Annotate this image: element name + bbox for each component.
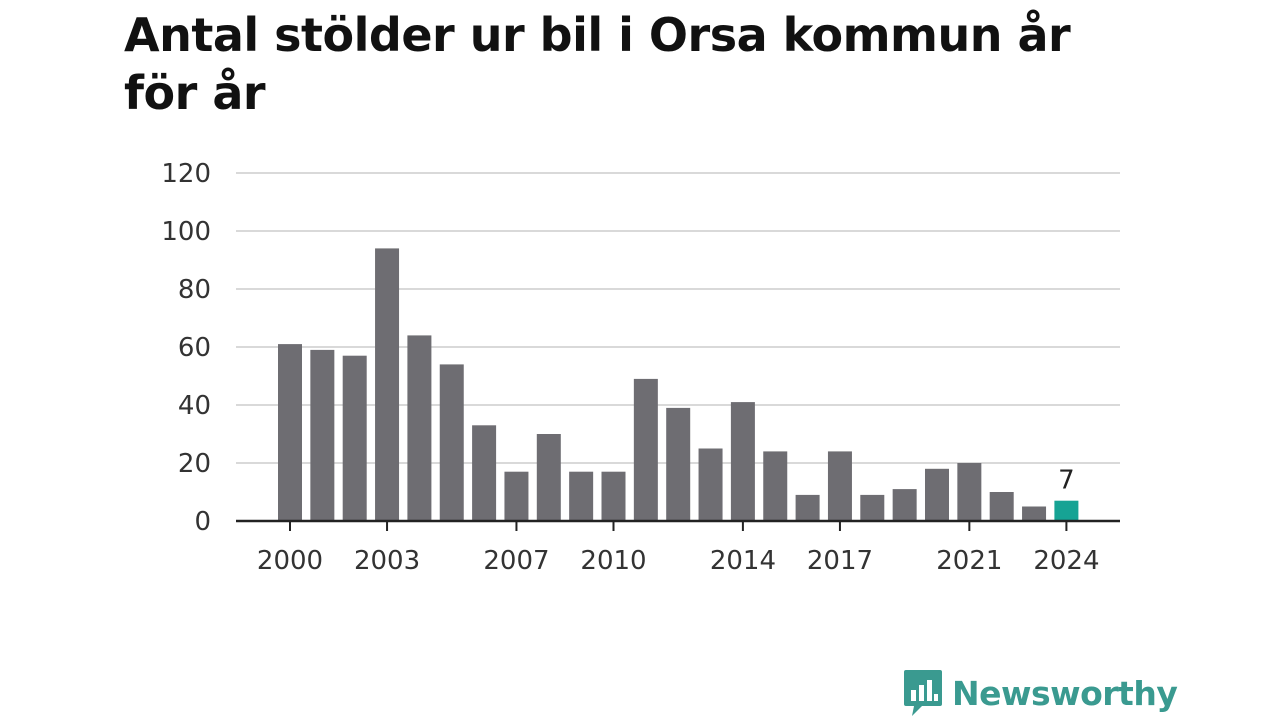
bars [278, 248, 1079, 521]
x-tick-label: 2010 [580, 546, 646, 576]
x-tick-label: 2014 [710, 546, 776, 576]
y-tick-label: 20 [178, 449, 211, 479]
data-labels: 7 [1058, 466, 1075, 496]
x-axis-ticks: 2000 2003 2007 2010 2014 2017 2021 2024 [257, 521, 1099, 576]
bar-2000 [278, 344, 302, 521]
bar-2024 [1054, 500, 1079, 521]
bar-2008 [536, 434, 561, 521]
y-tick-label: 120 [161, 159, 211, 189]
bar-2012 [666, 407, 691, 521]
bar-2007 [504, 471, 529, 521]
bar-2016 [795, 494, 820, 521]
bar-2011 [633, 378, 658, 521]
x-tick-label: 2007 [483, 546, 549, 576]
x-tick-label: 2021 [936, 546, 1002, 576]
bar-2018 [860, 494, 885, 521]
bar-2009 [569, 471, 594, 521]
bar-2003 [375, 248, 400, 521]
bar-2010 [601, 471, 626, 521]
bar-2017 [827, 451, 852, 521]
y-tick-label: 60 [178, 333, 211, 363]
bar-2021 [957, 463, 982, 521]
bar-2022 [989, 492, 1014, 521]
y-tick-label: 100 [161, 217, 211, 247]
chart-title: Antal stölder ur bil i Orsa kommun år fö… [124, 8, 1071, 120]
bar-2013 [698, 448, 723, 521]
y-tick-label: 80 [178, 275, 211, 305]
bar-2020 [925, 468, 949, 521]
x-tick-label: 2024 [1033, 546, 1099, 576]
bar-2006 [472, 425, 497, 521]
x-tick-label: 2003 [354, 546, 420, 576]
bar-2019 [892, 489, 917, 521]
bar-2004 [407, 335, 432, 521]
bar-2014 [730, 402, 755, 521]
highlight-data-label: 7 [1058, 466, 1075, 496]
bar-2023 [1022, 506, 1047, 521]
bar-2005 [439, 364, 464, 521]
x-tick-label: 2000 [257, 546, 323, 576]
newsworthy-logo: Newsworthy [902, 668, 1178, 718]
y-tick-label: 40 [178, 391, 211, 421]
y-axis-ticks: 0 20 40 60 80 100 120 [161, 159, 211, 537]
x-tick-label: 2017 [807, 546, 873, 576]
newsworthy-chart-icon [904, 670, 942, 716]
y-tick-label: 0 [194, 507, 211, 537]
bar-2002 [342, 355, 367, 521]
bar-2015 [763, 451, 788, 521]
logo-text: Newsworthy [952, 673, 1178, 713]
bar-2001 [310, 349, 335, 521]
